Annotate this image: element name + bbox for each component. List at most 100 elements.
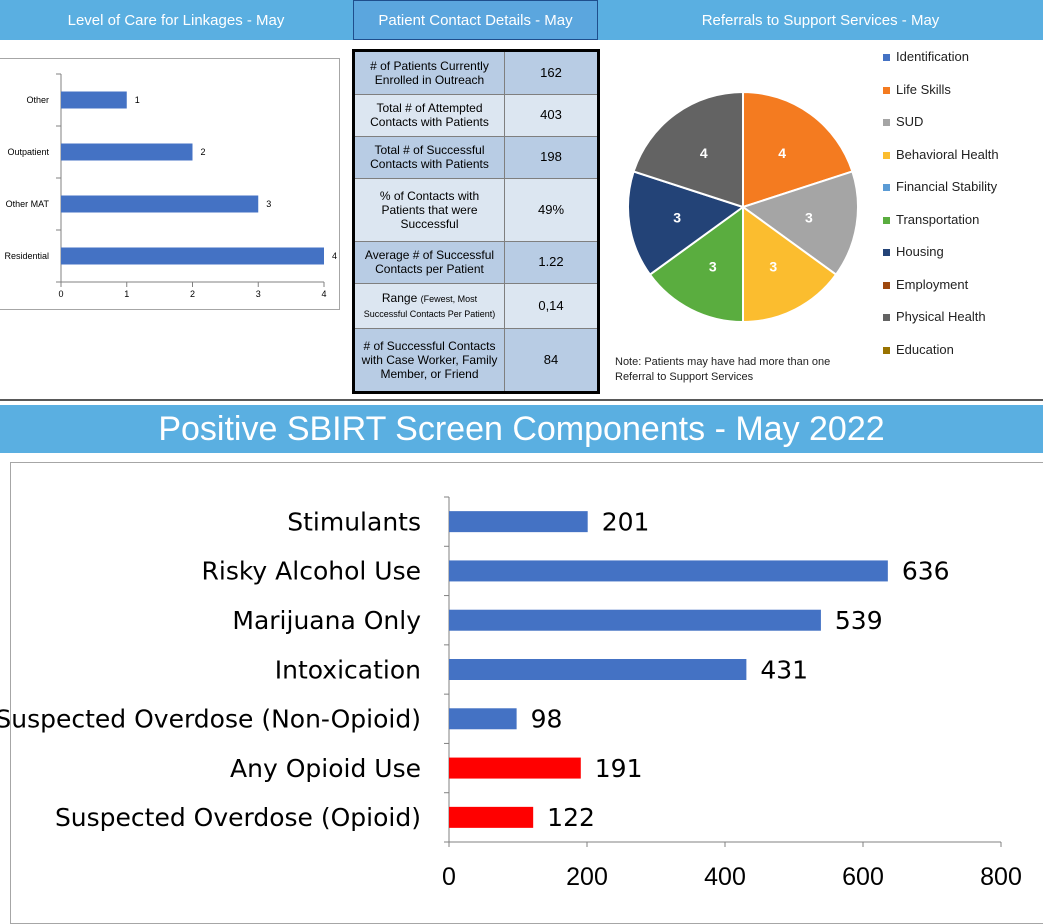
- sbirt-bar: [449, 757, 581, 779]
- sbirt-chart: 0 200 400 600 800 Stimulants 201 Risky Alcohol …: [0, 496, 1022, 891]
- row-label: # of Successful Contacts with Case Worke…: [353, 327, 505, 394]
- table-row: # of Patients Currently Enrolled in Outr…: [353, 50, 599, 95]
- linkage-x-tick-label: 0: [58, 289, 63, 299]
- legend-item: Employment: [880, 277, 1043, 310]
- legend-item: SUD: [880, 114, 1043, 147]
- sbirt-value-label: 431: [760, 655, 808, 684]
- legend-label: Financial Stability: [896, 179, 998, 194]
- row-label: % of Contacts with Patients that were Su…: [353, 178, 505, 242]
- legend-swatch: [883, 346, 890, 354]
- pie-slice: [632, 90, 744, 209]
- pie-slice-label: 3: [805, 209, 813, 225]
- legend-label: SUD: [896, 114, 924, 129]
- legend-swatch: [883, 184, 890, 191]
- row-value: 84: [504, 327, 599, 394]
- sbirt-bar: [449, 708, 517, 730]
- sbirt-x-tick-label: 800: [980, 863, 1022, 891]
- linkage-category-label: Other: [26, 95, 49, 105]
- sbirt-category-label: Marijuana Only: [232, 606, 421, 635]
- pie-slice: [740, 170, 859, 276]
- linkages-chart: 0 1 2 3 4 Other 1 Outpatient 2 Other MAT 3 Resident…: [4, 73, 337, 299]
- legend-label: Life Skills: [896, 81, 951, 97]
- sbirt-category-label: Risky Alcohol Use: [202, 557, 422, 586]
- legend-item: Life Skills: [880, 82, 1043, 115]
- row-value: 162: [504, 50, 599, 95]
- legend-label: Identification: [896, 49, 969, 64]
- legend-item: Education: [880, 342, 1043, 375]
- sbirt-value-label: 539: [835, 606, 883, 635]
- section-divider: [0, 399, 1043, 401]
- referrals-note: Note: Patients may have had more than on…: [615, 356, 831, 383]
- table-row: Total # of Attempted Contacts with Patie…: [353, 93, 599, 137]
- sbirt-bar: [449, 806, 534, 828]
- legend-label: Behavioral Health: [896, 146, 999, 162]
- linkage-value-label: 1: [135, 95, 140, 105]
- sbirt-category-label: Suspected Overdose (Opioid): [55, 803, 421, 832]
- sbirt-value-label: 191: [595, 754, 643, 783]
- sbirt-value-label: 122: [547, 803, 595, 832]
- contact-details-table: # of Patients Currently Enrolled in Outr…: [352, 49, 600, 394]
- table-row: Range (Fewest, Most Successful Contacts …: [353, 282, 599, 329]
- legend-label: Transportation: [896, 211, 980, 227]
- sbirt-category-label: Any Opioid Use: [230, 754, 421, 783]
- legend-swatch: [883, 151, 890, 159]
- pie-slice: [742, 205, 838, 324]
- linkage-x-tick-label: 4: [321, 289, 326, 299]
- sbirt-chart-frame: [10, 462, 1043, 924]
- sbirt-category-label: Suspected Overdose (Non-Opioid): [0, 705, 421, 734]
- range-label: Range: [381, 290, 418, 305]
- linkage-value-label: 4: [332, 251, 337, 261]
- pie-slice-label: 4: [778, 145, 786, 161]
- legend-label: Education: [896, 341, 954, 357]
- pie-slice-label: 4: [700, 145, 708, 161]
- sbirt-x-tick-label: 0: [442, 863, 456, 891]
- linkage-x-tick-label: 2: [190, 289, 195, 299]
- legend-swatch: [883, 216, 890, 224]
- legend-item: Financial Stability: [880, 179, 1043, 212]
- row-label: Total # of Successful Contacts with Pati…: [353, 135, 505, 180]
- row-label: # of Patients Currently Enrolled in Outr…: [353, 50, 505, 95]
- table-row: % of Contacts with Patients that were Su…: [353, 178, 599, 242]
- sbirt-category-label: Stimulants: [287, 507, 421, 536]
- row-value: 403: [504, 93, 599, 137]
- legend-item: Behavioral Health: [880, 147, 1043, 180]
- row-label: Total # of Attempted Contacts with Patie…: [353, 93, 505, 137]
- sbirt-x-tick-label: 600: [842, 863, 884, 891]
- row-value: 198: [504, 135, 599, 180]
- table-row: Average # of Successful Contacts per Pat…: [353, 240, 599, 284]
- sbirt-bar: [449, 659, 747, 680]
- linkage-value-label: 2: [201, 147, 206, 157]
- pie-slice-label: 3: [769, 258, 777, 274]
- linkage-category-label: Residential: [4, 251, 49, 261]
- sbirt-bar: [449, 511, 588, 533]
- legend-swatch: [883, 314, 890, 321]
- pie-legend: Identification Life Skills SUD Behavioral H…: [880, 49, 1043, 374]
- legend-swatch: [883, 86, 890, 94]
- linkage-value-label: 3: [266, 199, 271, 209]
- sbirt-category-label: Intoxication: [275, 655, 421, 684]
- pie-slice-label: 3: [673, 209, 681, 225]
- row-value: 49%: [504, 178, 599, 242]
- row-value: 1.22: [504, 240, 599, 284]
- contact-details-title: Patient Contact Details - May: [353, 0, 598, 40]
- legend-item: Transportation: [880, 212, 1043, 245]
- legend-item: Identification: [880, 49, 1043, 82]
- sbirt-x-tick-label: 400: [704, 863, 746, 891]
- row-label: Range (Fewest, Most Successful Contacts …: [353, 282, 505, 329]
- range-sublabel: (Fewest, Most Successful Contacts Per Pa…: [363, 293, 496, 319]
- legend-swatch: [883, 54, 890, 61]
- sbirt-title: Positive SBIRT Screen Components - May 2…: [0, 405, 1043, 453]
- legend-item: Housing: [880, 244, 1043, 277]
- sbirt-value-label: 98: [531, 705, 563, 734]
- sbirt-value-label: 636: [902, 557, 950, 586]
- linkages-chart-frame: [0, 58, 340, 310]
- table-row: Total # of Successful Contacts with Pati…: [353, 135, 599, 180]
- linkage-bar: [61, 247, 324, 265]
- legend-swatch: [883, 249, 890, 256]
- legend-label: Housing: [896, 244, 944, 259]
- referrals-pie-chart: 4 3 3 3 3 4: [627, 90, 859, 324]
- row-value: 0,14: [504, 282, 599, 329]
- legend-label: Physical Health: [896, 309, 986, 324]
- legend-swatch: [883, 281, 890, 289]
- pie-slice: [742, 90, 854, 209]
